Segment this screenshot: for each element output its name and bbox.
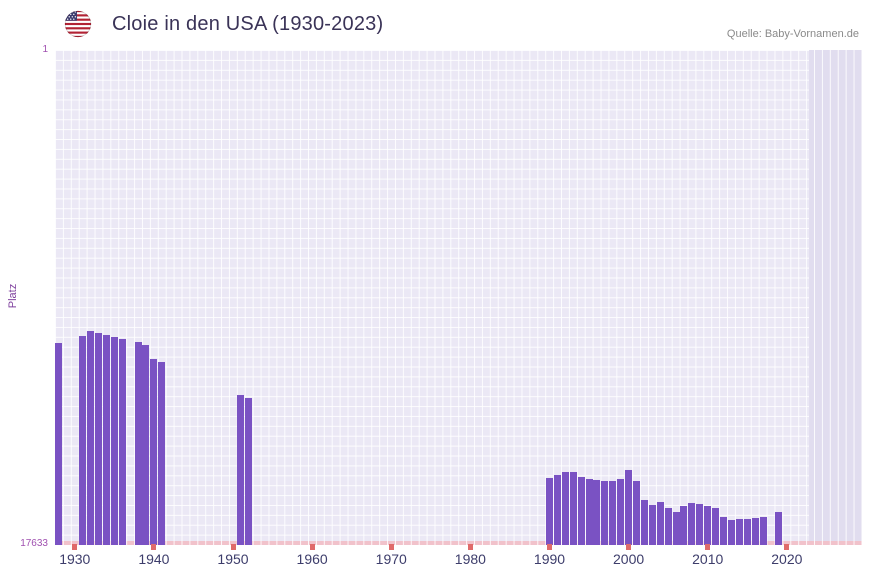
bar-2005[interactable] bbox=[664, 507, 672, 545]
x-axis-tick-1980 bbox=[467, 544, 473, 550]
source-credit: Quelle: Baby-Vornamen.de bbox=[726, 28, 859, 40]
bar-1998[interactable] bbox=[609, 480, 617, 545]
bar-1932[interactable] bbox=[87, 331, 95, 545]
x-axis-tick-2020 bbox=[784, 544, 790, 550]
bar-1933[interactable] bbox=[95, 333, 102, 545]
x-tick-label-1930: 1930 bbox=[59, 551, 91, 567]
y-tick-bottom: 17633 bbox=[20, 538, 48, 549]
bar-2012[interactable] bbox=[720, 517, 728, 545]
bar-2017[interactable] bbox=[759, 517, 767, 545]
bar-1999[interactable] bbox=[617, 478, 625, 545]
plot-area bbox=[55, 50, 862, 545]
bar-2000[interactable] bbox=[625, 470, 633, 545]
bar-1939[interactable] bbox=[142, 345, 150, 545]
x-axis-tick-1990 bbox=[546, 544, 552, 550]
x-axis-baseline bbox=[55, 541, 862, 545]
x-tick-label-1970: 1970 bbox=[375, 551, 407, 567]
bar-1934[interactable] bbox=[102, 334, 110, 545]
x-tick-label-1950: 1950 bbox=[217, 551, 249, 567]
bar-2014[interactable] bbox=[735, 519, 743, 545]
bar-1993[interactable] bbox=[569, 471, 577, 545]
bar-2010[interactable] bbox=[704, 505, 712, 545]
x-axis-tick-2010 bbox=[705, 544, 711, 550]
bar-2009[interactable] bbox=[696, 503, 704, 545]
bar-1941[interactable] bbox=[158, 361, 166, 545]
bar-1992[interactable] bbox=[561, 471, 569, 545]
bar-2008[interactable] bbox=[688, 503, 696, 545]
bar-1997[interactable] bbox=[601, 480, 609, 545]
x-axis-tick-1930 bbox=[72, 544, 78, 550]
x-tick-label-2000: 2000 bbox=[613, 551, 645, 567]
bar-1995[interactable] bbox=[585, 478, 593, 545]
bar-1940[interactable] bbox=[150, 359, 158, 545]
us-flag-icon bbox=[64, 10, 92, 38]
bar-1990[interactable] bbox=[545, 478, 553, 545]
x-axis-tick-1940 bbox=[151, 544, 157, 550]
bar-1928[interactable] bbox=[55, 343, 63, 545]
bar-2003[interactable] bbox=[648, 505, 656, 545]
x-tick-label-1940: 1940 bbox=[138, 551, 170, 567]
bar-1935[interactable] bbox=[110, 336, 118, 545]
x-axis-tick-1970 bbox=[388, 544, 394, 550]
page-title: Cloie in den USA (1930-2023) bbox=[112, 13, 384, 35]
x-axis-tick-1960 bbox=[309, 544, 315, 550]
x-axis-tick-2000 bbox=[626, 544, 632, 550]
bar-2007[interactable] bbox=[680, 505, 688, 545]
x-tick-label-2020: 2020 bbox=[771, 551, 803, 567]
bar-2019[interactable] bbox=[775, 512, 783, 545]
future-years-region bbox=[808, 50, 862, 545]
x-tick-label-1960: 1960 bbox=[296, 551, 328, 567]
x-tick-label-1980: 1980 bbox=[454, 551, 486, 567]
x-axis-tick-1950 bbox=[230, 544, 236, 550]
bar-1996[interactable] bbox=[593, 480, 601, 545]
bar-1936[interactable] bbox=[118, 338, 126, 545]
bar-2004[interactable] bbox=[656, 502, 664, 545]
bar-2002[interactable] bbox=[640, 500, 648, 545]
bar-1938[interactable] bbox=[134, 341, 142, 545]
bar-1952[interactable] bbox=[245, 398, 253, 545]
bar-1931[interactable] bbox=[79, 336, 87, 545]
x-tick-label-2010: 2010 bbox=[692, 551, 724, 567]
y-axis-label: Platz bbox=[7, 283, 19, 309]
bar-2013[interactable] bbox=[727, 519, 735, 545]
y-tick-top: 1 bbox=[42, 44, 48, 55]
bar-2016[interactable] bbox=[751, 518, 759, 545]
bar-1994[interactable] bbox=[577, 477, 585, 545]
bar-1991[interactable] bbox=[553, 475, 561, 545]
bar-2006[interactable] bbox=[672, 512, 680, 545]
bar-2011[interactable] bbox=[712, 507, 720, 545]
bar-2015[interactable] bbox=[743, 519, 751, 545]
bar-2001[interactable] bbox=[633, 480, 640, 545]
x-tick-label-1990: 1990 bbox=[533, 551, 566, 567]
bar-1951[interactable] bbox=[237, 395, 245, 545]
